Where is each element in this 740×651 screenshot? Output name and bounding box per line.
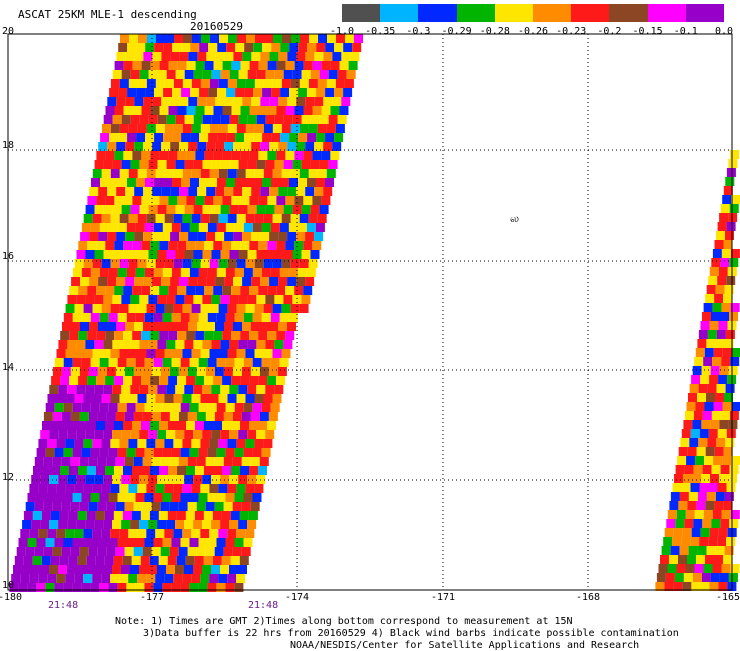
lon-label-171: -171 <box>431 592 455 603</box>
colorbar-label: -0.3 <box>406 26 430 37</box>
lat-label-18: 18 <box>2 140 14 151</box>
colorbar-segment <box>495 4 533 22</box>
colorbar-segment <box>418 4 456 22</box>
colorbar-segment <box>457 4 495 22</box>
colorbar-label: -0.35 <box>365 26 395 37</box>
colorbar-segment <box>571 4 609 22</box>
time-label-1: 21:48 <box>48 600 78 611</box>
colorbar-segment <box>380 4 418 22</box>
colorbar-segment <box>686 4 724 22</box>
colorbar-label: -0.1 <box>674 26 698 37</box>
colorbar-label: -0.2 <box>597 26 621 37</box>
map-glyph: ல <box>510 212 519 225</box>
colorbar-segment <box>609 4 647 22</box>
note-line-1: Note: 1) Times are GMT 2)Times along bot… <box>115 616 573 627</box>
lat-label-10: 10 <box>2 580 14 591</box>
lat-label-14: 14 <box>2 362 14 373</box>
lat-label-12: 12 <box>2 472 14 483</box>
lon-label-165: -165 <box>716 592 740 603</box>
colorbar-label: -0.29 <box>442 26 472 37</box>
colorbar-label: -0.23 <box>556 26 586 37</box>
colorbar-segment <box>648 4 686 22</box>
colorbar-label: -0.26 <box>518 26 548 37</box>
lon-label-168: -168 <box>576 592 600 603</box>
swath-pixels <box>9 34 740 592</box>
lon-label-180: -180 <box>0 592 22 603</box>
note-line-3: NOAA/NESDIS/Center for Satellite Applica… <box>290 640 639 651</box>
colorbar-segment <box>533 4 571 22</box>
lon-label-177: -177 <box>140 592 164 603</box>
colorbar-label: -1.0 <box>330 26 354 37</box>
plot-title: ASCAT 25KM MLE-1 descending <box>18 8 197 21</box>
plot-date: 20160529 <box>190 20 243 33</box>
note-line-2: 3)Data buffer is 22 hrs from 20160529 4)… <box>143 628 679 639</box>
colorbar-label: -0.15 <box>633 26 663 37</box>
lat-label-16: 16 <box>2 251 14 262</box>
time-label-2: 21:48 <box>248 600 278 611</box>
colorbar-label: -0.28 <box>480 26 510 37</box>
colorbar-label: 0.0 <box>715 26 733 37</box>
lon-label-174: -174 <box>285 592 309 603</box>
colorbar <box>342 4 724 22</box>
lat-label-20: 20 <box>2 26 14 37</box>
colorbar-segment <box>342 4 380 22</box>
